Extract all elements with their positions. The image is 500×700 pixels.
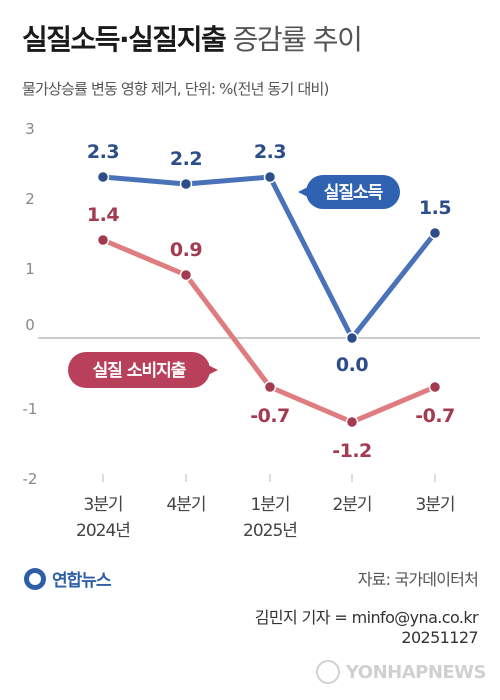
x-tick-label: 3분기 <box>415 495 454 515</box>
data-label-income: 2.2 <box>170 148 202 170</box>
data-label-income: 1.5 <box>419 197 451 219</box>
data-point-income <box>263 170 277 184</box>
data-point-spending <box>263 380 277 394</box>
chart-subtitle: 물가상승률 변동 영향 제거, 단위: %(전년 동기 대비) <box>22 80 329 98</box>
line-chart: 3 2 1 0 -1 -2 3분기 2024년 4분기 1분기 2025년 2분기 3분기 2.3 2.2 2… <box>23 120 480 541</box>
legend-badge-pointer <box>204 363 218 377</box>
y-tick-label: 1 <box>25 260 35 278</box>
credit-reporter: 김민지 기자 = minfo@yna.co.kr <box>254 608 479 627</box>
data-point-income <box>96 170 110 184</box>
x-tick-year: 2025년 <box>243 521 297 541</box>
watermark: YONHAPNEWS <box>315 660 487 684</box>
yonhap-logo-text: 연합뉴스 <box>52 571 112 591</box>
data-point-income <box>179 177 193 191</box>
title-bold: 실질소득·실질지출 <box>22 23 227 56</box>
yonhap-logo: 연합뉴스 <box>24 566 112 591</box>
series-line-spending <box>100 237 438 425</box>
data-label-spending: -1.2 <box>332 440 372 462</box>
x-tick-year: 2024년 <box>76 521 130 541</box>
data-label-spending: 1.4 <box>87 204 119 226</box>
chart-title: 실질소득·실질지출 증감률 추이 <box>22 18 363 58</box>
data-label-spending: 0.9 <box>170 239 202 261</box>
x-tick-label: 3분기 <box>83 495 122 515</box>
legend-badge-spending <box>68 352 210 388</box>
data-point-spending <box>179 268 193 282</box>
data-label-income: 0.0 <box>336 354 368 376</box>
data-point-spending <box>96 233 110 247</box>
credit: 김민지 기자 = minfo@yna.co.kr 20251127 <box>254 608 479 648</box>
y-tick-label: 2 <box>25 190 35 208</box>
y-tick-label: -2 <box>23 470 38 488</box>
watermark-icon <box>315 660 340 684</box>
legend-label-spending: 실질 소비지출 <box>93 360 187 381</box>
legend-label-income: 실질소득 <box>324 182 384 203</box>
data-label-spending: -0.7 <box>250 405 290 427</box>
data-label-income: 2.3 <box>87 141 119 163</box>
data-point-income <box>345 331 359 345</box>
y-tick-label: 3 <box>25 120 35 138</box>
watermark-text: YONHAPNEWS <box>345 661 487 683</box>
x-tick-label: 1분기 <box>250 495 289 515</box>
data-point-income <box>428 226 442 240</box>
legend-badge-pointer <box>298 185 312 199</box>
source-text: 자료: 국가데이터처 <box>357 570 479 589</box>
credit-date: 20251127 <box>401 628 478 647</box>
legend-badge-income <box>306 175 400 209</box>
x-tick-label: 4분기 <box>166 495 205 515</box>
x-tick-label: 2분기 <box>332 495 371 515</box>
y-tick-label: -1 <box>23 400 38 418</box>
y-tick-label: 0 <box>25 316 35 334</box>
data-label-spending: -0.7 <box>415 405 455 427</box>
data-point-spending <box>345 415 359 429</box>
yonhap-logo-icon <box>24 567 46 590</box>
title-light: 증감률 추이 <box>232 23 363 56</box>
data-point-spending <box>428 380 442 394</box>
data-label-income: 2.3 <box>254 141 286 163</box>
